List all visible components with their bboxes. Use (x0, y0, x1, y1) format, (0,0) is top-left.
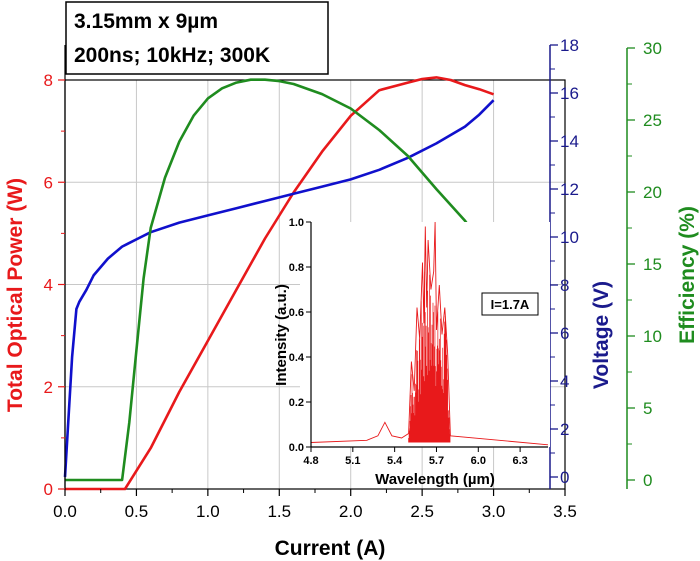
inset-spectrum: 4.8 5.1 5.4 5.7 6.0 6.3 0.0 0.2 0.4 0.6 0.8 1.0 Wav… (273, 217, 550, 488)
inset-x-tick-label-4.8: 4.8 (303, 455, 318, 467)
y-right1-tick-label-2: 2 (560, 420, 569, 439)
inset-x-tick-label-5.1: 5.1 (345, 455, 360, 467)
inset-x-tick-label-6.3: 6.3 (512, 455, 527, 467)
y-right2-tick-label-0: 0 (643, 471, 652, 490)
series-efficiency-line (65, 78, 495, 482)
y-left-tick-label-0: 0 (44, 480, 53, 499)
inset-annotation: I=1.7A (491, 297, 530, 312)
y-right2-axis-title: Efficiency (%) (676, 206, 699, 344)
y-right1-tick-label-4: 4 (560, 372, 569, 391)
y-right1-tick-label-8: 8 (560, 276, 569, 295)
y-right1-tick-label-10: 10 (560, 228, 579, 247)
inset-x-tick-label-6.0: 6.0 (471, 455, 486, 467)
inset-series-layer (310, 221, 549, 446)
y-right2-tick-label-15: 15 (643, 255, 662, 274)
y-right2-tick-label-25: 25 (643, 111, 662, 130)
x-tick-label-2.5: 2.5 (410, 502, 434, 521)
inset-y-axis-title: Intensity (a.u.) (273, 284, 290, 386)
x-tick-label-0.0: 0.0 (53, 502, 77, 521)
y-left-axis-title: Total Optical Power (W) (4, 178, 27, 412)
annotation-box-frame (65, 1, 329, 75)
x-tick-label-3.5: 3.5 (553, 502, 577, 521)
inset-y-tick-label-0.4: 0.4 (289, 352, 305, 364)
y-right1-tick-label-0: 0 (560, 468, 569, 487)
y-right2-tick-label-30: 30 (643, 39, 662, 58)
annotation-line-1: 3.15mm x 9µm (74, 10, 218, 33)
y-right1-tick-label-6: 6 (560, 324, 569, 343)
x-axis-title: Current (A) (275, 537, 386, 560)
y-left-tick-label-4: 4 (44, 276, 53, 295)
inset-x-tick-label-5.4: 5.4 (387, 455, 403, 467)
y-right2-tick-label-20: 20 (643, 183, 662, 202)
y-right1-tick-label-12: 12 (560, 180, 579, 199)
inset-spectrum-spikes (408, 271, 451, 443)
annotation-box: 3.15mm x 9µm 200ns; 10kHz; 300K (65, 1, 329, 75)
x-tick-label-0.5: 0.5 (125, 502, 149, 521)
y-left-tick-label-8: 8 (44, 71, 53, 90)
y-left-tick-label-2: 2 (44, 378, 53, 397)
y-right1-tick-label-16: 16 (560, 84, 579, 103)
inset-annotation-frame (481, 292, 539, 316)
series-voltage-line (63, 99, 495, 478)
axis-bottom-current: 0.0 0.5 1.0 1.5 2.0 2.5 3.0 3.5 (53, 489, 577, 521)
x-tick-label-1.5: 1.5 (267, 502, 291, 521)
y-right2-tick-label-10: 10 (643, 327, 662, 346)
y-right1-tick-label-14: 14 (560, 132, 579, 151)
series-layer (63, 76, 495, 491)
inset-y-tick-label-0.2: 0.2 (289, 397, 304, 409)
y-left-tick-label-6: 6 (44, 173, 53, 192)
series-power-line (65, 76, 495, 491)
y-right2-tick-label-5: 5 (643, 399, 652, 418)
x-tick-label-1.0: 1.0 (196, 502, 220, 521)
inset-y-tick-label-0.8: 0.8 (289, 262, 304, 274)
inset-x-tick-label-5.7: 5.7 (429, 455, 444, 467)
annotation-line-2: 200ns; 10kHz; 300K (74, 44, 270, 67)
x-tick-label-2.0: 2.0 (339, 502, 363, 521)
inset-y-tick-label-0.0: 0.0 (289, 442, 304, 454)
axis-right-efficiency: 0 5 10 15 20 25 30 (626, 39, 662, 490)
inset-y-tick-label-0.6: 0.6 (289, 307, 304, 319)
x-tick-label-3.0: 3.0 (482, 502, 506, 521)
axis-left-power: 0 2 4 6 8 (44, 45, 66, 499)
y-right1-axis-title: Voltage (V) (590, 281, 613, 389)
inset-y-tick-label-1.0: 1.0 (289, 217, 304, 229)
inset-axes: 4.8 5.1 5.4 5.7 6.0 6.3 0.0 0.2 0.4 0.6 0.8 1.0 (289, 217, 548, 467)
y-right1-tick-label-18: 18 (560, 36, 579, 55)
inset-x-axis-title: Wavelength (µm) (375, 471, 495, 488)
